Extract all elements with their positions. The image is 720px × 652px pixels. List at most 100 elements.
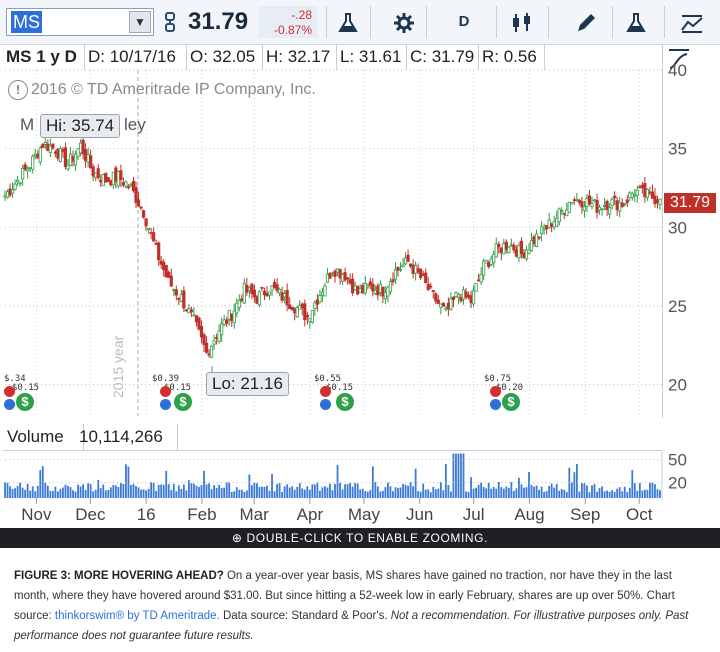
candle-body <box>567 201 571 213</box>
candle-body <box>534 233 539 247</box>
candle-body <box>335 268 340 273</box>
volume-bar <box>457 453 460 498</box>
volume-bar <box>439 482 442 498</box>
volume-bars <box>4 453 661 498</box>
volume-bar <box>450 491 452 498</box>
candle-body <box>580 201 584 208</box>
candle-style-icon[interactable] <box>502 6 542 38</box>
event-label: $0.15 <box>326 383 354 393</box>
volume-bar <box>608 491 611 498</box>
volume-bar <box>596 491 598 498</box>
volume-bar <box>210 489 213 498</box>
watermark-partial-end: ley <box>124 115 146 134</box>
info-icon[interactable] <box>320 399 331 410</box>
symbol-input[interactable]: MS <box>11 11 42 33</box>
volume-bar <box>399 487 402 498</box>
candle-body <box>235 302 239 314</box>
candle-body <box>126 186 131 189</box>
caption-heading: FIGURE 3: MORE HOVERING AHEAD? <box>14 570 224 582</box>
volume-bar <box>497 482 500 498</box>
volume-bar <box>319 490 321 498</box>
volume-bar <box>208 483 210 498</box>
volume-bar <box>77 484 79 498</box>
candle-body <box>507 246 511 254</box>
earnings-icon[interactable] <box>4 386 15 397</box>
candle-body <box>570 202 574 205</box>
earnings-icon[interactable] <box>160 386 171 397</box>
candle-body <box>630 193 634 198</box>
volume-bar <box>313 484 316 498</box>
candle-body <box>600 208 604 211</box>
candle-body <box>257 291 262 306</box>
candle-body <box>577 200 581 203</box>
candle-body <box>237 300 241 308</box>
volume-bar <box>575 464 578 498</box>
volume-bar <box>623 486 626 498</box>
candle-body <box>474 282 478 292</box>
dividend-icon[interactable]: $ <box>174 393 192 411</box>
earnings-icon[interactable] <box>490 386 501 397</box>
period-button[interactable]: D <box>458 13 470 30</box>
earnings-icon[interactable] <box>320 386 331 397</box>
pencil-icon[interactable] <box>566 6 606 38</box>
chevron-down-icon[interactable]: ▼ <box>129 11 151 33</box>
volume-bar <box>283 486 286 498</box>
source-link[interactable]: thinkorswim® by TD Ameritrade. <box>54 610 220 622</box>
candle-body <box>421 273 425 277</box>
candle-body <box>431 290 435 292</box>
price-axis[interactable] <box>662 44 720 418</box>
symbol-selector[interactable]: MS ▼ <box>6 8 154 36</box>
candle-body <box>144 218 148 227</box>
volume-bar <box>384 487 387 498</box>
volume-bar <box>24 489 27 498</box>
volume-bar <box>117 487 120 498</box>
flask-icon[interactable] <box>328 6 368 38</box>
trend-icon[interactable] <box>667 48 691 75</box>
event-label: $0.75 <box>484 374 512 384</box>
volume-bar <box>89 484 92 498</box>
info-icon[interactable] <box>4 399 15 410</box>
event-label: $0.15 <box>12 383 40 393</box>
date-readout: D: 10/17/16 <box>85 44 187 70</box>
volume-label: Volume <box>3 424 84 450</box>
candle-body <box>628 192 632 199</box>
candle-body <box>293 308 297 314</box>
zoom-hint-bar[interactable]: ⊕ DOUBLE-CLICK TO ENABLE ZOOMING. <box>0 528 720 548</box>
flask-icon[interactable] <box>616 6 656 38</box>
candle-body <box>310 310 314 323</box>
month-tick-label: May <box>348 505 381 524</box>
volume-bar <box>193 483 195 498</box>
candle-body <box>212 340 216 345</box>
link-icon[interactable] <box>162 10 178 34</box>
candle-body <box>492 254 496 264</box>
candle-body <box>386 286 390 297</box>
volume-bar <box>487 482 490 498</box>
dividend-icon[interactable]: $ <box>502 393 520 411</box>
volume-bar <box>394 487 397 498</box>
candle-body <box>189 309 194 313</box>
gear-icon[interactable] <box>384 6 424 38</box>
volume-bar <box>533 486 535 498</box>
volume-bar <box>67 485 69 498</box>
dividend-icon[interactable]: $ <box>336 393 354 411</box>
volume-bar <box>465 491 467 498</box>
candle-body <box>484 259 488 264</box>
volume-bar <box>628 487 631 498</box>
volume-bar <box>606 490 608 498</box>
chart-style-icon[interactable] <box>672 6 712 38</box>
info-icon[interactable] <box>160 399 171 410</box>
info-icon[interactable]: ! <box>8 80 28 100</box>
volume-bar <box>477 484 480 498</box>
candle-body <box>121 182 126 186</box>
volume-bar <box>142 489 145 498</box>
info-icon[interactable] <box>490 399 501 410</box>
candle-body <box>86 154 90 163</box>
candle-body <box>13 183 17 190</box>
volume-bar <box>256 483 258 498</box>
candle-body <box>96 168 100 179</box>
volume-bar <box>404 484 407 498</box>
candle-body <box>131 180 136 191</box>
dividend-icon[interactable]: $ <box>16 393 34 411</box>
volume-bar <box>649 482 651 498</box>
